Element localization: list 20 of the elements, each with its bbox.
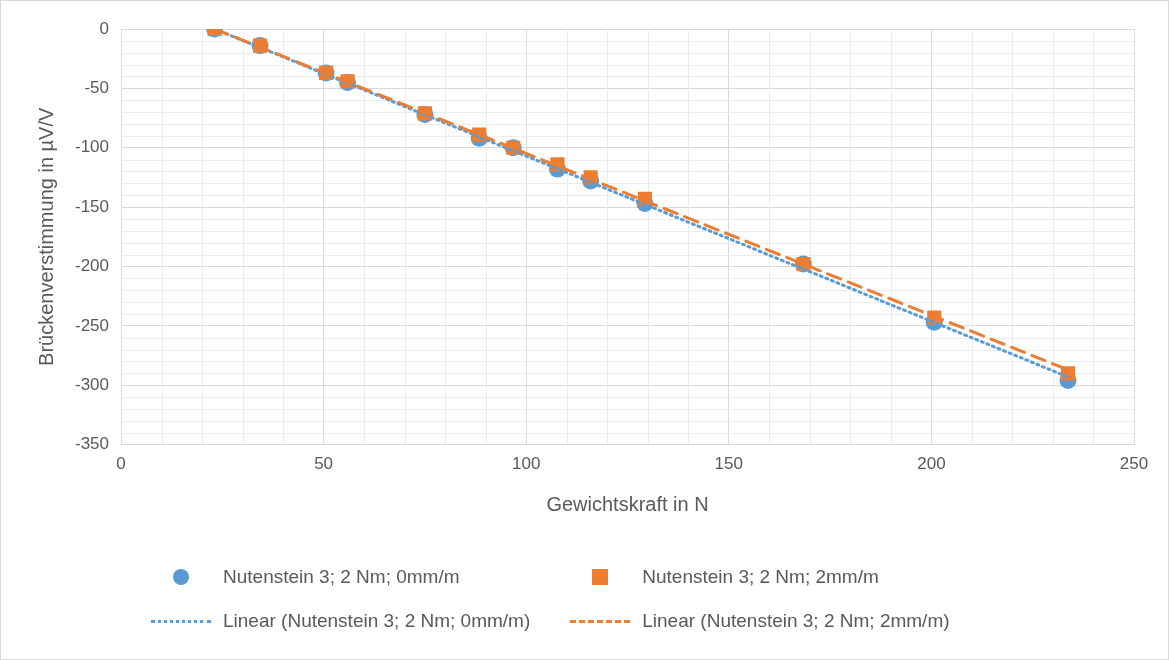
x-tick-label: 200 — [917, 454, 946, 474]
y-tick-label: -350 — [74, 434, 110, 454]
y-tick-label: -300 — [74, 374, 110, 394]
y-tick-label: -250 — [74, 315, 110, 335]
y-axis-title: Brückenverstimmung in µV/V — [34, 107, 57, 366]
x-axis-title: Gewichtskraft in N — [546, 492, 709, 515]
x-tick-label: 50 — [314, 454, 334, 474]
x-tick-label: 250 — [1119, 454, 1149, 474]
legend-label: Linear (Nutenstein 3; 2 Nm; 0mm/m) — [223, 610, 531, 632]
legend-label: Nutenstein 3; 2 Nm; 0mm/m — [223, 566, 460, 588]
x-tick-label: 0 — [116, 454, 126, 474]
y-tick-label: -50 — [84, 78, 110, 98]
legend-label: Linear (Nutenstein 3; 2 Nm; 2mm/m) — [642, 610, 950, 632]
y-tick-label: -200 — [74, 256, 110, 276]
x-tick-label: 100 — [512, 454, 541, 474]
y-tick-label: 0 — [99, 18, 110, 38]
legend-label: Nutenstein 3; 2 Nm; 2mm/m — [642, 566, 879, 588]
y-tick-label: -150 — [74, 196, 110, 216]
y-tick-label: -100 — [74, 137, 110, 157]
x-tick-label: 150 — [714, 454, 743, 474]
